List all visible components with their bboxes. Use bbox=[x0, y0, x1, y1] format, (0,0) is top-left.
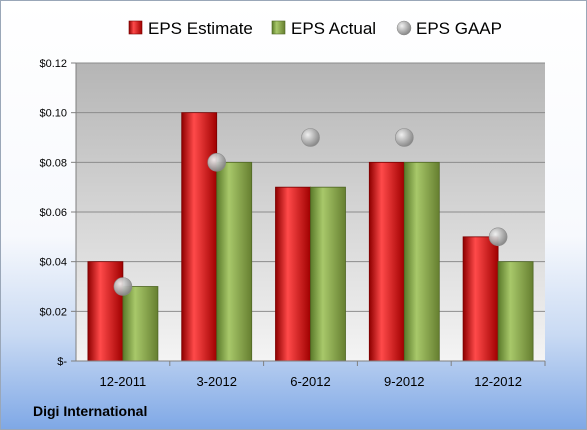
bar-eps-estimate bbox=[368, 161, 405, 362]
bar-eps-estimate bbox=[181, 112, 218, 362]
x-category-label: 12-2012 bbox=[474, 374, 522, 389]
legend-label: EPS Estimate bbox=[148, 19, 253, 38]
x-category-label: 9-2012 bbox=[384, 374, 424, 389]
y-tick-label: $0.10 bbox=[39, 108, 67, 120]
y-tick-label: $0.08 bbox=[39, 157, 67, 169]
legend-label: EPS Actual bbox=[291, 19, 376, 38]
x-category-label: 6-2012 bbox=[290, 374, 330, 389]
bar-eps-estimate bbox=[275, 186, 311, 362]
x-category-label: 12-2011 bbox=[100, 374, 147, 389]
y-axis: $- $0.02 $0.04 $0.06 $0.08 $0.10 $0.12 bbox=[39, 58, 77, 368]
x-category-label: 3-2012 bbox=[196, 374, 236, 389]
marker-eps-gaap bbox=[394, 128, 414, 147]
bar-eps-estimate bbox=[462, 236, 499, 362]
y-tick-label: $0.04 bbox=[39, 257, 67, 269]
legend-swatch bbox=[396, 20, 412, 36]
gaap-markers bbox=[113, 128, 508, 296]
bar-eps-actual bbox=[122, 286, 159, 362]
marker-eps-gaap bbox=[488, 227, 508, 247]
legend-swatch bbox=[271, 20, 286, 35]
bar-eps-estimate bbox=[87, 261, 124, 362]
marker-eps-gaap bbox=[207, 153, 226, 172]
y-tick-label: $0.12 bbox=[39, 58, 67, 70]
legend: EPS Estimate EPS Actual EPS GAAP bbox=[128, 19, 502, 38]
y-tick-label: $- bbox=[57, 356, 67, 368]
legend-swatch bbox=[128, 20, 143, 35]
company-name: Digi International bbox=[33, 403, 148, 419]
y-tick-label: $0.06 bbox=[39, 207, 67, 219]
legend-label: EPS GAAP bbox=[416, 19, 502, 38]
y-tick-label: $0.02 bbox=[39, 306, 67, 318]
bar-marks bbox=[87, 112, 534, 362]
bar-eps-actual bbox=[310, 186, 346, 362]
marker-eps-gaap bbox=[301, 128, 320, 147]
bar-eps-actual bbox=[216, 161, 253, 362]
bar-eps-actual bbox=[403, 161, 440, 362]
x-axis: 12-2011 3-2012 6-2012 9-2012 12-2012 bbox=[76, 360, 546, 389]
marker-eps-gaap bbox=[113, 277, 133, 296]
bar-eps-actual bbox=[497, 261, 534, 362]
